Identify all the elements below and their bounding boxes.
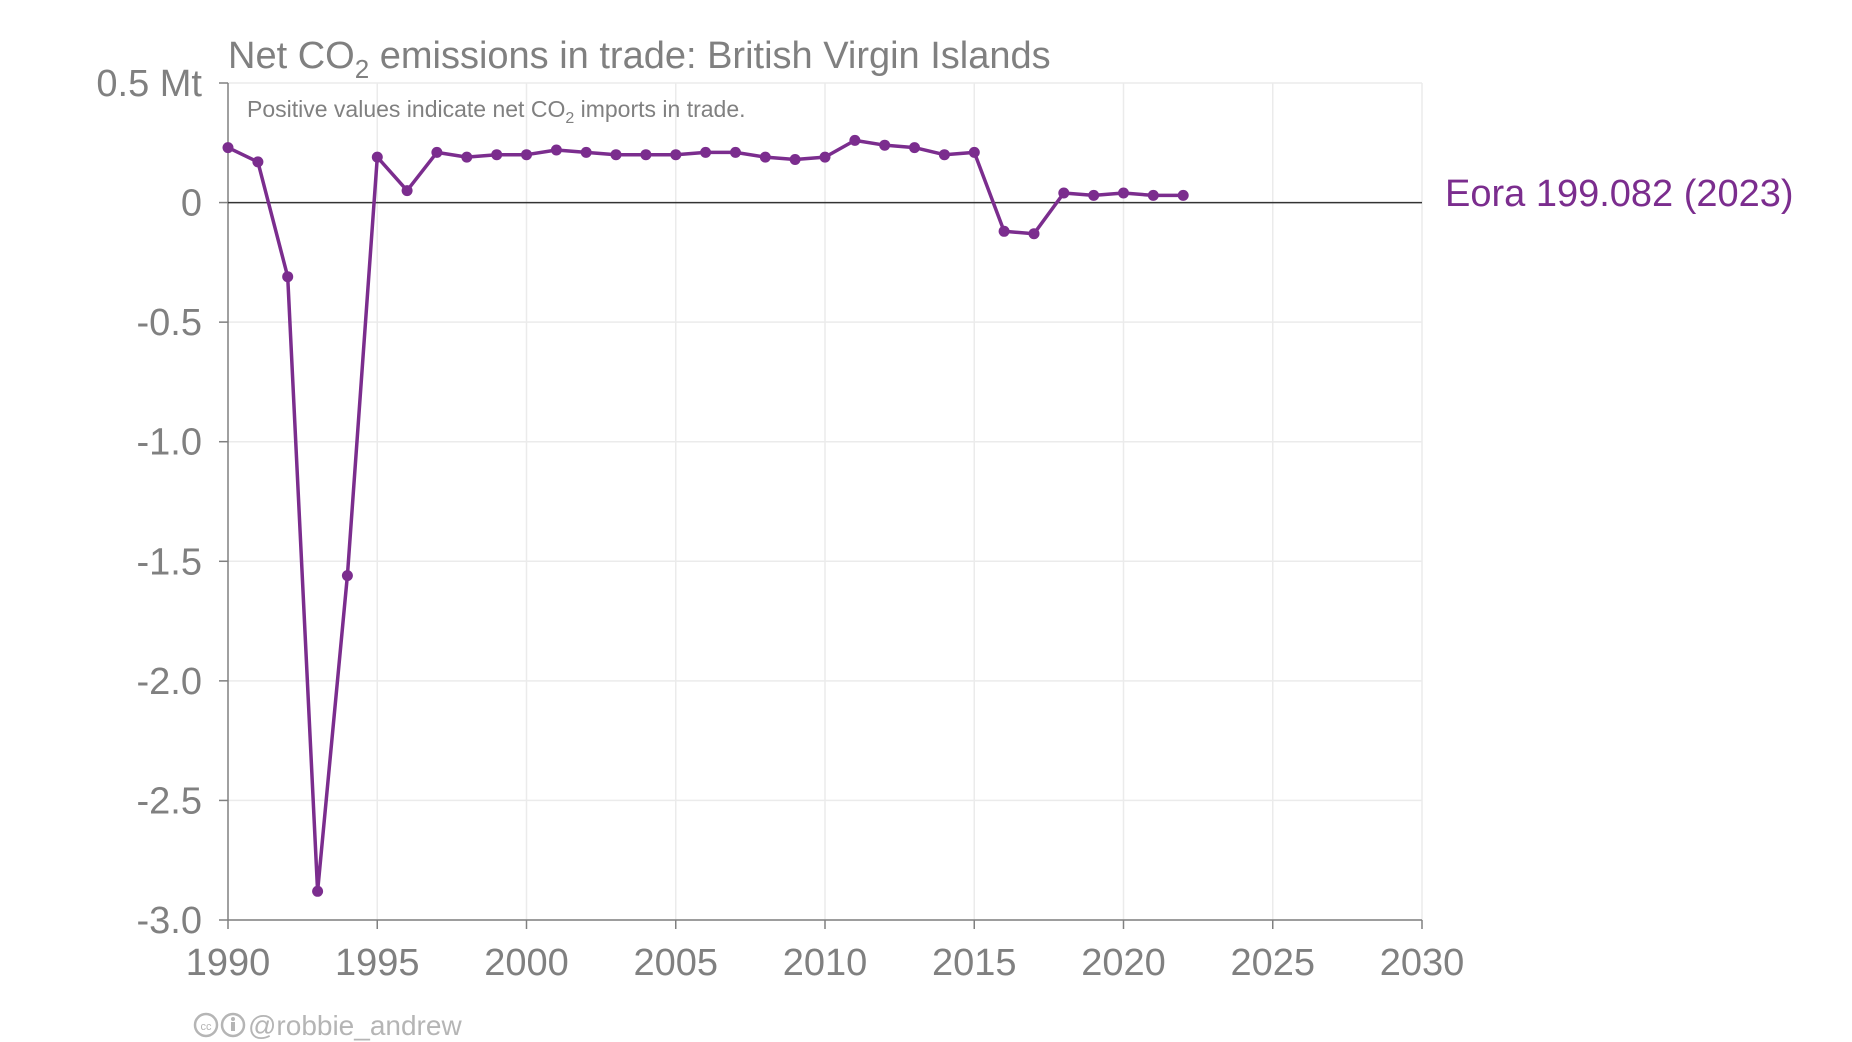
y-tick-label: -1.0 — [137, 422, 202, 464]
data-point — [849, 134, 861, 146]
data-point — [222, 142, 234, 154]
data-point — [640, 149, 652, 161]
data-point — [550, 144, 562, 156]
series-line-eora — [227, 138, 1184, 894]
data-point — [789, 154, 801, 165]
x-tick-label: 2025 — [1230, 942, 1315, 984]
data-point — [1028, 228, 1040, 240]
grid-layer — [228, 82, 1423, 921]
data-point — [1177, 189, 1189, 201]
data-point — [730, 146, 741, 158]
x-tick-label: 2020 — [1081, 942, 1166, 984]
data-point — [252, 156, 264, 168]
data-point — [759, 151, 771, 163]
x-tick-label: 2010 — [783, 942, 868, 984]
data-point — [1147, 189, 1159, 201]
data-point — [610, 149, 622, 161]
data-point — [1058, 187, 1070, 199]
x-tick-label: 2030 — [1380, 942, 1465, 984]
data-point — [1088, 189, 1100, 201]
data-point — [491, 149, 503, 161]
y-tick-label: -1.5 — [137, 541, 202, 583]
cc-license-icon: cc — [193, 1012, 219, 1038]
data-point — [909, 142, 920, 154]
y-tick-label: -0.5 — [137, 302, 202, 344]
data-point — [968, 146, 980, 158]
data-point — [461, 151, 473, 163]
data-point — [700, 146, 712, 158]
y-tick-label: -2.5 — [137, 780, 202, 822]
y-tick-label: 0.5 Mt — [96, 63, 202, 105]
y-tick-label: -3.0 — [137, 900, 202, 942]
series-layer — [222, 134, 1189, 897]
y-tick-label: 0 — [181, 183, 202, 225]
data-point — [521, 149, 532, 161]
data-point — [670, 149, 682, 161]
data-point — [401, 185, 413, 197]
chart-subtitle: Positive values indicate net CO2 imports… — [247, 96, 746, 127]
data-point — [580, 146, 592, 158]
x-tick-label: 2000 — [484, 942, 569, 984]
chart-title: Net CO2 emissions in trade: British Virg… — [228, 35, 1051, 84]
credit: cc @robbie_andrew — [193, 1010, 462, 1041]
data-point — [879, 139, 891, 151]
data-point — [1118, 187, 1129, 199]
data-point — [431, 146, 443, 158]
x-tick-label: 1995 — [335, 942, 420, 984]
x-tick-label: 2015 — [932, 942, 1017, 984]
svg-text:cc: cc — [201, 1021, 213, 1033]
series-label-eora: Eora 199.082 (2023) — [1445, 173, 1794, 215]
x-tick-label: 1990 — [186, 942, 271, 984]
data-point — [341, 570, 353, 582]
data-point — [998, 225, 1010, 237]
y-tick-label: -2.0 — [137, 661, 202, 703]
data-point — [282, 271, 294, 283]
data-point — [312, 885, 324, 897]
attribution-icon — [220, 1012, 246, 1038]
data-point — [938, 149, 950, 161]
data-point — [819, 151, 831, 163]
x-tick-label: 2005 — [633, 942, 718, 984]
data-point — [371, 151, 383, 163]
credit-handle: @robbie_andrew — [248, 1010, 462, 1041]
